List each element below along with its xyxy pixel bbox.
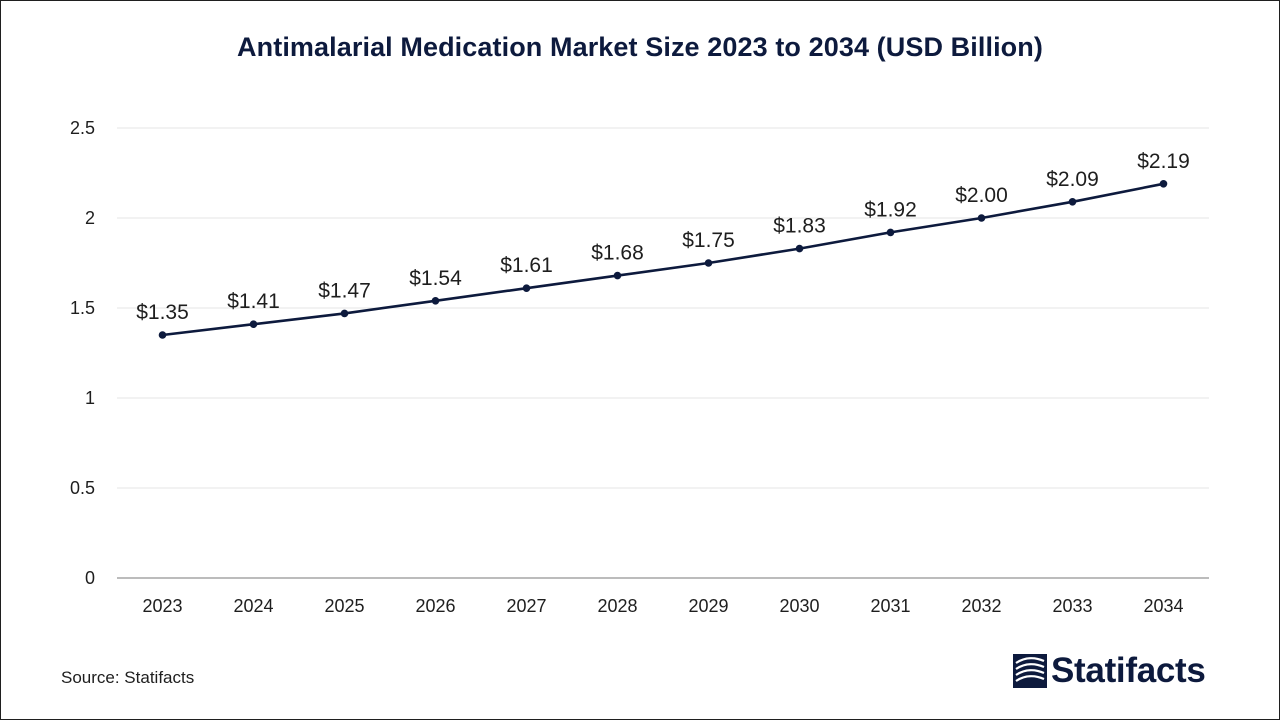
data-point	[158, 331, 167, 339]
chart-title: Antimalarial Medication Market Size 2023…	[237, 32, 1043, 62]
y-tick-label: 2.5	[70, 118, 95, 138]
data-label: $1.68	[591, 242, 644, 265]
data-point	[886, 228, 895, 237]
data-point	[704, 259, 713, 267]
y-tick-label: 1.5	[70, 298, 95, 318]
statifacts-logo-icon	[1013, 654, 1047, 688]
data-labels: $1.35 $1.41 $1.47 $1.54 $1.61 $1.68 $1.75 $1.83…	[136, 150, 1190, 324]
source-note: Source: Statifacts	[61, 668, 195, 687]
x-tick-label: 2034	[1143, 596, 1183, 616]
data-label: $1.92	[864, 198, 917, 221]
x-tick-label: 2023	[142, 596, 182, 616]
y-tick-label: 0	[85, 568, 95, 588]
data-point	[795, 244, 804, 253]
data-label: $1.83	[773, 215, 826, 238]
y-tick-label: 1	[85, 388, 95, 408]
data-points	[158, 180, 1168, 339]
series-line-path	[162, 182, 1164, 337]
x-tick-label: 2027	[506, 596, 546, 616]
x-axis: 2023 2024 2025 2026 2027 2028 2029 2030 2031 2032…	[117, 577, 1209, 616]
brand-name: Statifacts	[1051, 651, 1206, 690]
x-tick-label: 2033	[1052, 596, 1092, 616]
x-tick-label: 2024	[233, 596, 273, 616]
data-label: $1.61	[500, 254, 553, 277]
data-point	[522, 284, 531, 293]
data-label: $2.00	[955, 184, 1008, 207]
data-label: $1.35	[136, 301, 189, 324]
data-label: $2.19	[1137, 150, 1190, 173]
data-point	[431, 297, 440, 305]
data-label: $2.09	[1046, 168, 1099, 191]
y-tick-label: 0.5	[70, 478, 95, 498]
x-tick-label: 2028	[597, 596, 637, 616]
data-label: $1.47	[318, 279, 371, 302]
x-tick-label: 2032	[961, 596, 1001, 616]
data-point	[1159, 180, 1168, 188]
x-tick-label: 2030	[779, 596, 819, 616]
data-point	[977, 214, 986, 222]
y-tick-label: 2	[85, 208, 95, 228]
x-tick-label: 2025	[324, 596, 364, 616]
x-tick-label: 2031	[870, 596, 910, 616]
x-tick-label: 2026	[415, 596, 455, 616]
data-point	[340, 309, 349, 318]
data-point	[1068, 198, 1077, 206]
data-point	[249, 320, 258, 329]
data-label: $1.54	[409, 267, 462, 290]
x-tick-label: 2029	[688, 596, 728, 616]
gridlines	[117, 127, 1209, 489]
brand-logo: Statifacts	[1013, 649, 1206, 693]
series-line	[162, 182, 1164, 337]
data-label: $1.41	[227, 290, 280, 313]
y-axis: 0 0.5 1 1.5 2 2.5	[70, 118, 95, 588]
data-point	[613, 271, 622, 280]
data-label: $1.75	[682, 229, 735, 252]
